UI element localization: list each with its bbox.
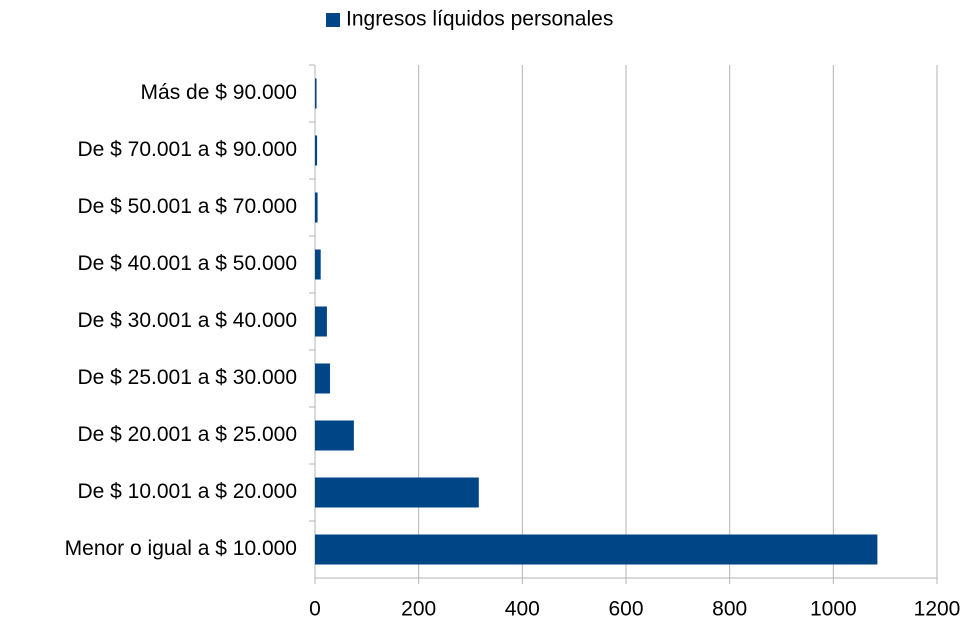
bar	[315, 477, 479, 508]
y-tick-label: De $ 40.001 a $ 50.000	[77, 252, 297, 275]
bar	[315, 534, 878, 565]
y-tick-label: Menor o igual a $ 10.000	[65, 537, 297, 560]
legend-label: Ingresos líquidos personales	[346, 8, 613, 31]
bar	[315, 420, 354, 451]
y-tick-label: De $ 25.001 a $ 30.000	[77, 366, 297, 389]
x-tick-label: 400	[505, 598, 540, 621]
bar	[315, 78, 317, 109]
bar	[315, 306, 327, 337]
bar	[315, 192, 318, 223]
x-tick-label: 800	[712, 598, 747, 621]
y-tick-label: De $ 30.001 a $ 40.000	[77, 309, 297, 332]
y-tick-label: De $ 10.001 a $ 20.000	[77, 480, 297, 503]
y-tick-label: De $ 20.001 a $ 25.000	[77, 423, 297, 446]
bar	[315, 363, 331, 394]
y-tick-label: De $ 50.001 a $ 70.000	[77, 195, 297, 218]
bar	[315, 249, 321, 280]
legend-swatch	[326, 13, 340, 27]
x-tick-label: 1200	[914, 598, 961, 621]
x-tick-label: 600	[608, 598, 643, 621]
x-tick-label: 1000	[810, 598, 857, 621]
x-tick-label: 0	[309, 598, 321, 621]
y-tick-label: Más de $ 90.000	[141, 81, 297, 104]
bar	[315, 135, 318, 166]
x-tick-label: 200	[401, 598, 436, 621]
y-tick-label: De $ 70.001 a $ 90.000	[77, 138, 297, 161]
